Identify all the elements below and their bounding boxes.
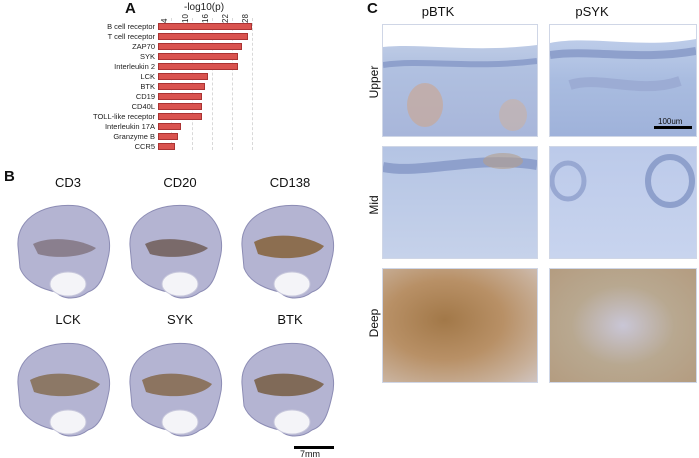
category-label: T cell receptor: [107, 32, 155, 41]
stain-label-lck: LCK: [55, 312, 81, 327]
micrograph-pbtk-upper: [382, 24, 538, 137]
bar: [158, 83, 205, 90]
gridline: [231, 18, 233, 150]
micrograph-pbtk-mid: [382, 146, 538, 259]
x-tick-label: 16: [200, 14, 210, 23]
panel-letter-c: C: [367, 0, 378, 17]
column-header-psyk: pSYK: [575, 4, 609, 19]
x-axis-title: -log10(p): [184, 2, 225, 13]
bar: [158, 43, 242, 50]
tissue-scan-btk: [241, 342, 335, 437]
tissue-scan-cd3: [17, 204, 111, 299]
column-header-pbtk: pBTK: [421, 4, 455, 19]
bar-chart: -log10(p) 4 10 16 22 28 B cell receptor T cell…: [0, 0, 360, 160]
category-label: CD19: [135, 92, 155, 101]
x-tick-label: 22: [220, 14, 230, 23]
bar: [158, 63, 239, 70]
bar: [158, 113, 202, 120]
category-label: SYK: [139, 52, 155, 61]
tissue-scan-cd138: [241, 204, 335, 299]
category-label: B cell receptor: [107, 22, 155, 31]
scale-label-b: 7mm: [300, 449, 320, 458]
micrograph-psyk-deep: [549, 268, 697, 383]
micrograph-psyk-upper: 100um: [549, 24, 697, 137]
bar: [158, 53, 239, 60]
stain-label-cd3: CD3: [54, 175, 81, 190]
category-label: BTK: [140, 82, 155, 91]
bar: [158, 103, 202, 110]
category-label: CD40L: [131, 102, 155, 111]
x-tick-label: 28: [240, 14, 250, 23]
stain-label-cd20: CD20: [163, 175, 197, 190]
stain-label-cd138: CD138: [269, 175, 311, 190]
tissue-scan-cd20: [129, 204, 223, 299]
tissue-scan-lck: [17, 342, 111, 437]
category-label: Interleukin 17A: [104, 122, 155, 131]
bar: [158, 73, 209, 80]
scale-label-c: 100um: [658, 117, 683, 126]
category-label: CCR5: [134, 142, 155, 151]
panel-letter-a: A: [125, 0, 136, 17]
scale-bar-b: [294, 446, 334, 449]
bar: [158, 33, 249, 40]
category-label: TOLL-like receptor: [93, 112, 155, 121]
micrograph-psyk-mid: [549, 146, 697, 259]
bar: [158, 93, 202, 100]
gridline: [251, 18, 253, 150]
row-header-upper: Upper: [367, 65, 381, 99]
row-header-deep: Deep: [367, 308, 381, 338]
bar: [158, 123, 182, 130]
category-label: ZAP70: [132, 42, 155, 51]
bar: [158, 133, 179, 140]
gridline: [211, 18, 213, 150]
micrograph-pbtk-deep: [382, 268, 538, 383]
bar: [158, 23, 252, 30]
row-header-mid: Mid: [367, 195, 381, 215]
category-label: LCK: [140, 72, 155, 81]
category-label: Interleukin 2: [114, 62, 155, 71]
stain-label-syk: SYK: [166, 312, 193, 327]
category-label: Granzyme B: [113, 132, 155, 141]
tissue-scan-syk: [129, 342, 223, 437]
bar: [158, 143, 175, 150]
x-tick-label: 10: [180, 14, 190, 23]
stain-label-btk: BTK: [277, 312, 303, 327]
panel-letter-b: B: [4, 168, 15, 185]
